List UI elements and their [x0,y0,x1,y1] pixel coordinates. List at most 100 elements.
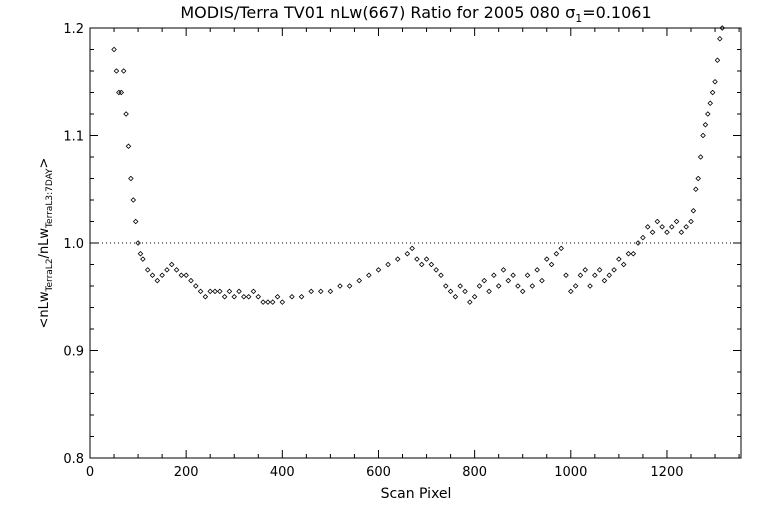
x-axis-ticks: 0 200 400 600 800 1000 1200 [86,28,740,480]
data-point [173,267,180,273]
data-point [241,293,247,300]
data-point [688,218,694,225]
data-point [572,283,579,289]
data-point [690,207,697,214]
y-tick-label: 0.8 [63,452,84,467]
data-point [654,218,661,225]
y-tick-label: 1.1 [63,130,84,145]
y-axis-ticks: 0.8 0.9 1.0 1.1 1.2 [63,22,741,467]
data-point [481,277,488,284]
data-point [260,299,266,305]
data-point [709,89,716,96]
data-point [462,288,468,295]
data-point [308,288,314,295]
x-tick-label: 1200 [650,465,683,480]
data-point [678,229,685,236]
chart-title: MODIS/Terra TV01 nLw(667) Ratio for 2005… [180,3,651,25]
data-point [719,25,726,31]
data-point [221,293,228,300]
svg-text:<nLwTerraL2/nLwTerraL3:7DAY>: <nLwTerraL2/nLwTerraL3:7DAY> [37,158,55,329]
data-point [123,111,129,117]
y-axis-label: <nLwTerraL2/nLwTerraL3:7DAY> [37,158,55,329]
data-point [587,283,593,289]
data-point [366,272,372,279]
data-point [592,272,598,279]
data-point [697,154,704,160]
data-point [443,283,449,289]
data-point [539,277,545,284]
data-point [707,100,713,107]
data-point [193,283,199,289]
data-point [418,261,425,268]
data-point [269,299,276,305]
data-point [486,288,492,295]
x-tick-label: 600 [366,465,391,480]
data-point [318,288,324,295]
data-point [577,272,584,279]
x-tick-label: 0 [86,465,94,480]
data-point [467,299,473,305]
data-point [250,288,257,295]
data-point [568,288,574,295]
data-point [125,143,132,150]
data-point [111,46,117,53]
data-point [519,288,526,295]
data-point [144,267,151,273]
data-point [140,256,146,262]
data-point [135,240,141,246]
data-point [217,288,223,295]
data-point [159,272,165,279]
data-point [548,261,555,268]
data-point [543,256,550,262]
data-point [231,293,238,300]
data-point [524,272,531,279]
data-point [128,175,134,182]
data-points [111,25,726,305]
x-tick-label: 1000 [554,465,587,480]
data-point [601,277,608,284]
data-point [664,229,670,236]
data-point [582,267,588,273]
data-point [500,267,507,273]
data-point [693,186,699,193]
data-point [616,256,622,262]
data-point [673,218,680,225]
y-tick-label: 1.0 [63,237,84,252]
data-point [712,78,718,85]
data-point [375,267,382,273]
data-point [202,293,209,300]
data-point [207,288,213,295]
data-point [183,272,189,279]
data-point [644,224,651,230]
data-point [620,261,627,268]
data-point [394,256,401,262]
data-point [168,261,175,268]
data-point [414,256,420,262]
x-tick-label: 200 [174,465,199,480]
data-point [236,288,242,295]
data-point [596,267,603,273]
data-point [668,224,675,230]
data-point [457,283,463,289]
data-point [113,68,120,74]
data-point [534,267,540,273]
data-point [279,299,286,305]
data-point [700,132,706,139]
data-point [553,250,560,257]
data-point [132,218,139,225]
data-point [120,68,127,74]
data-point [495,283,502,289]
data-point [130,197,137,203]
data-point [649,229,656,236]
data-point [558,245,564,252]
data-point [695,175,701,182]
data-point [630,250,637,257]
data-point [515,283,521,289]
data-point [154,277,161,284]
data-point [635,240,641,246]
data-point [337,283,343,289]
data-point [118,89,125,96]
data-point [149,272,156,279]
data-point [404,250,411,257]
data-point [346,283,353,289]
